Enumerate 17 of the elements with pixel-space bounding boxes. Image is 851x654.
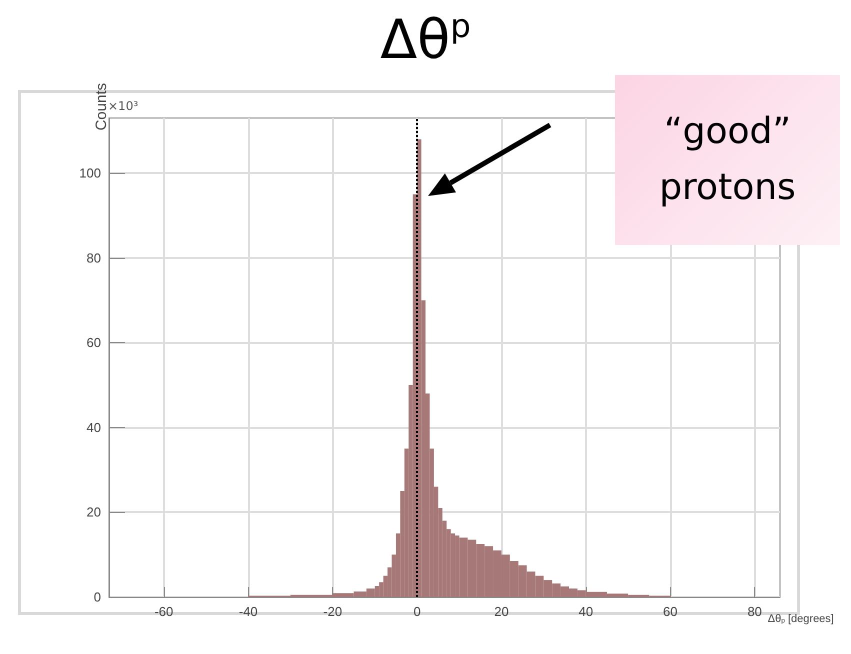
- x-tick-label: -60: [154, 604, 174, 619]
- annotation: “good” protons: [615, 75, 840, 245]
- x-tick-label: 40: [578, 604, 594, 619]
- y-tick-label: 0: [94, 590, 101, 604]
- x-tick-label: -20: [323, 604, 342, 619]
- x-tick-label: 80: [747, 604, 762, 619]
- y-tick-label: 40: [86, 420, 101, 435]
- y-tick-label: 20: [86, 504, 101, 520]
- x-tick-label: 0: [413, 604, 421, 619]
- x-tick-label: -40: [238, 604, 258, 619]
- y-tick-label: 80: [86, 250, 101, 266]
- x-tick-label: 20: [494, 604, 509, 619]
- y-tick-label: 60: [86, 335, 101, 350]
- text: ×10³: [108, 99, 138, 113]
- x-tick-label: 60: [663, 604, 678, 619]
- y-axis-title: Counts: [93, 83, 110, 131]
- y-tick-label: 100: [79, 166, 101, 181]
